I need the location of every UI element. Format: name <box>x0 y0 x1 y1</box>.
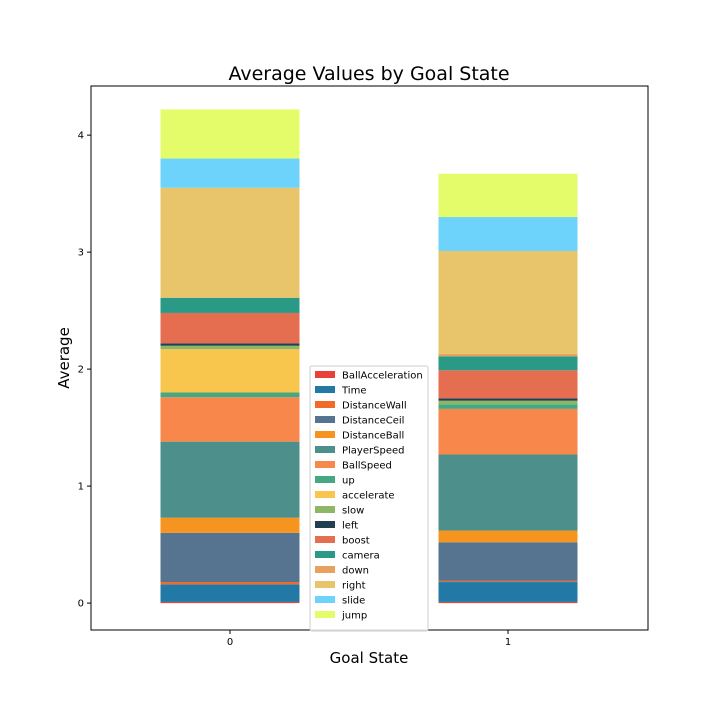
bar-segment-playerspeed-0 <box>160 441 300 518</box>
bar-segment-playerspeed-1 <box>438 454 578 531</box>
legend-swatch <box>315 596 335 603</box>
legend-label: slide <box>342 596 365 607</box>
legend-label: up <box>342 476 355 487</box>
y-tick-label: 1 <box>78 482 84 493</box>
legend-swatch <box>315 401 335 408</box>
bar-segment-distanceceil-0 <box>160 532 300 583</box>
legend-swatch <box>315 431 335 438</box>
legend-label: right <box>342 581 366 592</box>
x-tick-label: 0 <box>227 637 233 648</box>
legend-label: boost <box>342 536 370 547</box>
y-tick-label: 2 <box>78 365 84 376</box>
bar-segment-slow-1 <box>438 400 578 405</box>
bar-segment-camera-1 <box>438 356 578 371</box>
legend-swatch <box>315 551 335 558</box>
legend-label: left <box>342 521 358 532</box>
y-axis: 0 1 2 3 4 <box>78 131 91 610</box>
legend-label: down <box>342 566 369 577</box>
y-tick-label: 4 <box>78 131 84 142</box>
bar-segment-jump-0 <box>160 109 300 159</box>
legend-swatch <box>315 446 335 453</box>
chart-title: Average Values by Goal State <box>228 63 509 85</box>
bar-segment-ballacceleration-1 <box>438 601 578 604</box>
bar-segment-distanceball-0 <box>160 517 300 533</box>
legend-label: PlayerSpeed <box>342 446 404 457</box>
legend: BallAcceleration Time DistanceWall Distance… <box>309 365 429 632</box>
legend-label: jump <box>341 611 367 622</box>
legend-label: Time <box>341 386 366 397</box>
legend-swatch <box>315 581 335 588</box>
bar-segment-ballspeed-0 <box>160 397 300 442</box>
legend-box <box>309 365 429 632</box>
y-axis-title: Average <box>55 327 73 389</box>
legend-label: camera <box>342 551 380 562</box>
legend-label: DistanceBall <box>342 431 404 442</box>
bar-segment-distanceceil-1 <box>438 542 578 581</box>
bar-segment-left-1 <box>438 398 578 401</box>
bar-segment-down-1 <box>438 353 578 357</box>
legend-label: BallSpeed <box>342 461 392 472</box>
bar-segment-right-0 <box>160 187 300 298</box>
bar-segment-left-0 <box>160 343 300 346</box>
legend-swatch <box>315 566 335 573</box>
legend-swatch <box>315 476 335 483</box>
bar-segment-ballacceleration-0 <box>160 601 300 604</box>
bar-segment-distancewall-1 <box>438 580 578 583</box>
x-tick-label: 1 <box>505 637 511 648</box>
bar-segment-ballspeed-1 <box>438 408 578 455</box>
y-tick-label: 0 <box>78 599 84 610</box>
bar-segment-slow-0 <box>160 345 300 350</box>
legend-label: slow <box>342 506 364 517</box>
y-tick-label: 3 <box>78 248 84 259</box>
legend-label: DistanceCeil <box>342 416 404 427</box>
bar-segment-right-1 <box>438 250 578 354</box>
legend-swatch <box>315 611 335 618</box>
bar-segment-boost-1 <box>438 370 578 399</box>
bar-segment-time-1 <box>438 582 578 602</box>
bar-segment-boost-0 <box>160 312 300 344</box>
legend-label: BallAcceleration <box>342 371 423 382</box>
legend-swatch <box>315 461 335 468</box>
legend-label: accelerate <box>342 491 395 502</box>
legend-swatch <box>315 536 335 543</box>
bar-segment-distanceball-1 <box>438 530 578 543</box>
legend-swatch <box>315 416 335 423</box>
bar-segment-time-0 <box>160 584 300 602</box>
x-axis-title: Goal State <box>330 649 409 667</box>
legend-swatch <box>315 521 335 528</box>
bar-segment-accelerate-0 <box>160 349 300 393</box>
legend-swatch <box>315 386 335 393</box>
bars-group <box>160 109 578 604</box>
bar-segment-slide-0 <box>160 158 300 188</box>
bar-segment-slide-1 <box>438 217 578 251</box>
bar-segment-up-0 <box>160 392 300 398</box>
legend-swatch <box>315 506 335 513</box>
bar-segment-jump-1 <box>438 173 578 218</box>
bar-segment-distancewall-0 <box>160 582 300 585</box>
bar-segment-camera-0 <box>160 297 300 313</box>
legend-label: DistanceWall <box>342 401 407 412</box>
bar-segment-up-1 <box>438 404 578 409</box>
legend-swatch <box>315 371 335 378</box>
legend-swatch <box>315 491 335 498</box>
